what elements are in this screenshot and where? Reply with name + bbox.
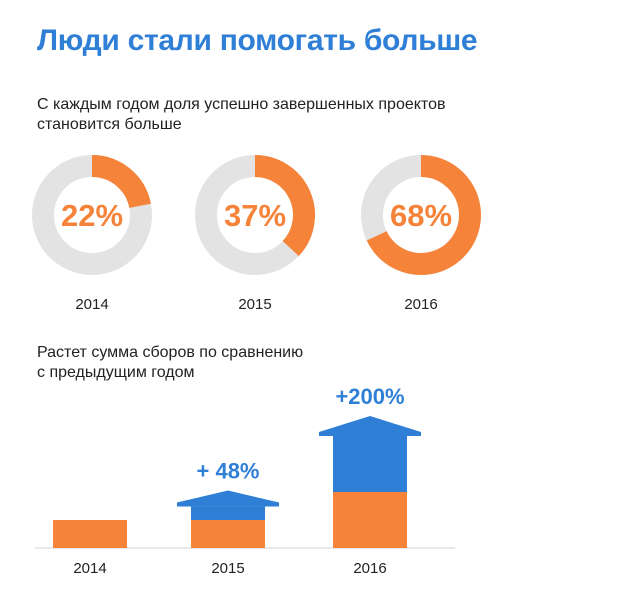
page-title: Люди стали помогать больше xyxy=(37,24,478,57)
bar-base-2016 xyxy=(333,492,407,548)
bar-year-label-2014: 2014 xyxy=(73,560,106,577)
section2-subtitle-line2: с предыдущим годом xyxy=(37,364,195,381)
bar-growth-2016 xyxy=(333,436,407,492)
bar-year-label-2015: 2015 xyxy=(211,560,244,577)
section2-subtitle-line1: Растет сумма сборов по сравнению xyxy=(37,344,304,361)
growth-label-2016: +200% xyxy=(335,384,404,409)
donut-value-label-2016: 68% xyxy=(390,198,452,233)
donut-year-label-2015: 2015 xyxy=(238,296,271,313)
bar-base-2015 xyxy=(191,520,265,548)
donut-value-label-2015: 37% xyxy=(224,198,286,233)
donut-charts: 22% 2014 37% 2015 68% 2016 xyxy=(32,155,481,313)
growth-bar-chart: 2014 + 48% 2015 +200% 2016 xyxy=(35,384,455,577)
donut-slice-2014 xyxy=(91,155,151,209)
bar-growth-2015 xyxy=(191,506,265,520)
donut-year-label-2016: 2016 xyxy=(404,296,437,313)
growth-label-2015: + 48% xyxy=(197,458,260,483)
donut-year-label-2014: 2014 xyxy=(75,296,108,313)
section1-subtitle-line1: С каждым годом доля успешно завершенных … xyxy=(37,96,446,113)
growth-arrow-head-2016 xyxy=(319,416,421,436)
donut-slice-2016 xyxy=(366,155,481,275)
donut-slice-2015 xyxy=(254,155,315,257)
section1-subtitle-line2: становится больше xyxy=(37,116,182,133)
section1-subtitle: С каждым годом доля успешно завершенных … xyxy=(37,95,445,135)
bar-year-label-2016: 2016 xyxy=(353,560,386,577)
donut-value-label-2014: 22% xyxy=(61,198,123,233)
growth-arrow-head-2015 xyxy=(177,490,279,507)
bar-base-2014 xyxy=(53,520,127,548)
section2-subtitle: Растет сумма сборов по сравнению с преды… xyxy=(37,343,303,383)
